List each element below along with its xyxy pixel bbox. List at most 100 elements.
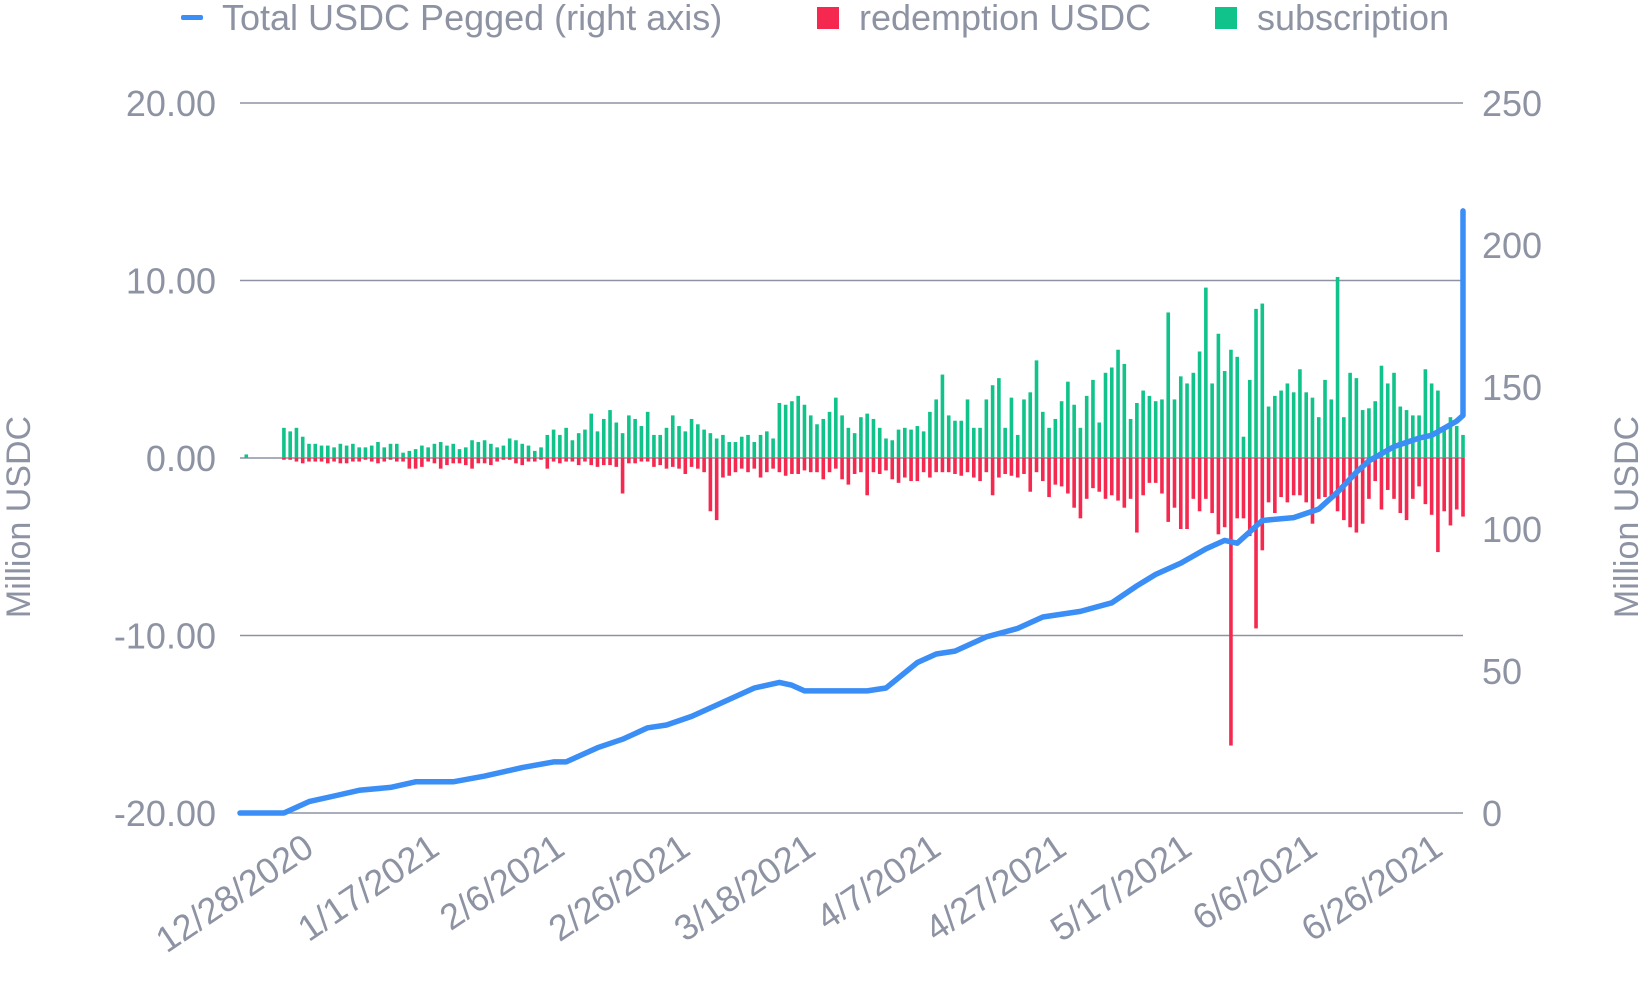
subscription-bar <box>1379 365 1384 458</box>
redemption-bar <box>777 458 782 473</box>
redemption-bar <box>1078 458 1083 519</box>
redemption-bar <box>1072 458 1076 508</box>
subscription-bar <box>570 440 575 458</box>
subscription-bar <box>376 442 380 458</box>
redemption-bar <box>495 458 499 462</box>
redemption-bar <box>627 458 631 464</box>
left-tick-label: 0.00 <box>146 438 216 479</box>
redemption-bar <box>1028 458 1033 492</box>
subscription-bar <box>1279 390 1283 458</box>
redemption-bar <box>1097 458 1102 492</box>
redemption-bar <box>1216 458 1221 535</box>
redemption-bar <box>1266 458 1271 503</box>
subscription-bar <box>940 374 945 458</box>
x-tick-label: 12/28/2020 <box>148 826 320 961</box>
redemption-bar <box>313 458 318 462</box>
subscription-bar <box>457 449 462 458</box>
subscription-bar <box>871 418 876 458</box>
redemption-bar <box>426 458 430 462</box>
subscription-bar <box>1191 372 1196 458</box>
redemption-bar <box>865 458 869 496</box>
subscription-bar <box>915 426 920 458</box>
redemption-bar <box>677 458 681 469</box>
redemption-bar <box>357 458 361 462</box>
subscription-bar <box>1266 406 1271 458</box>
subscription-bar <box>664 427 669 458</box>
right-tick-label: 200 <box>1482 225 1542 266</box>
redemption-bar <box>401 458 405 462</box>
legend-item-redemption[interactable]: redemption USDC <box>817 0 1151 38</box>
subscription-bar <box>332 447 336 458</box>
subscription-bar <box>357 447 361 458</box>
redemption-bar <box>896 458 901 483</box>
redemption-bar <box>614 458 619 467</box>
subscription-bar <box>965 399 970 458</box>
redemption-bar <box>1040 458 1045 482</box>
subscription-bar <box>627 415 631 458</box>
redemption-bar <box>909 458 913 482</box>
subscription-bar <box>746 434 750 458</box>
subscription-bar <box>1423 369 1428 458</box>
subscription-bar <box>1172 399 1177 458</box>
subscription-bar <box>620 433 625 458</box>
redemption-bar <box>928 458 932 478</box>
legend-item-subscription[interactable]: subscription <box>1215 0 1449 38</box>
subscription-bar <box>1454 426 1459 458</box>
subscription-bar <box>470 440 474 458</box>
redemption-bar <box>608 458 612 466</box>
subscription-bar <box>1072 404 1076 458</box>
redemption-bar <box>1411 458 1415 499</box>
subscription-bar <box>432 443 437 458</box>
x-tick-label: 3/18/2021 <box>667 826 823 950</box>
left-tick-label: -20.00 <box>114 793 216 834</box>
subscription-bar <box>326 445 330 458</box>
subscription-bar <box>903 427 907 458</box>
subscription-bar <box>369 445 374 458</box>
subscription-bar <box>244 454 249 458</box>
redemption-bar <box>394 458 399 462</box>
subscription-bar <box>714 438 719 458</box>
subscription-bar <box>1448 417 1453 458</box>
redemption-bar <box>1417 458 1421 487</box>
redemption-bar <box>783 458 788 476</box>
subscription-bar <box>834 397 838 458</box>
redemption-bar <box>1247 458 1252 537</box>
redemption-bar <box>771 458 775 469</box>
subscription-bar <box>501 445 506 458</box>
redemption-bar <box>545 458 550 469</box>
redemption-bar <box>489 458 493 466</box>
redemption-bar <box>884 458 888 471</box>
redemption-bar <box>846 458 851 485</box>
subscription-bar <box>896 429 901 458</box>
subscription-bar <box>1185 383 1189 458</box>
redemption-bar <box>1066 458 1070 494</box>
left-tick-label: 20.00 <box>126 83 216 124</box>
subscription-bar <box>1373 401 1377 458</box>
redemption-bar <box>871 458 876 473</box>
redemption-bar <box>1461 458 1465 517</box>
subscription-bar <box>382 447 387 458</box>
subscription-bar <box>990 385 995 458</box>
redemption-bar <box>1178 458 1183 529</box>
subscription-bar <box>476 442 481 458</box>
subscription-bar <box>495 447 499 458</box>
subscription-bar <box>1178 376 1183 458</box>
redemption-bar <box>840 458 844 480</box>
subscription-bar <box>595 431 600 458</box>
subscription-bar <box>1028 392 1033 458</box>
redemption-bar <box>438 458 443 469</box>
subscription-bar <box>1040 411 1045 458</box>
redemption-bar <box>1204 458 1208 499</box>
subscription-bar <box>1367 408 1371 458</box>
legend-item-total-pegged[interactable]: Total USDC Pegged (right axis) <box>181 0 722 38</box>
subscription-bar <box>928 411 932 458</box>
x-tick-label: 1/17/2021 <box>290 826 446 950</box>
redemption-bar <box>564 458 568 462</box>
subscription-bar <box>463 447 468 458</box>
redemption-bar <box>388 458 393 460</box>
subscription-bar <box>670 415 675 458</box>
right-tick-label: 50 <box>1482 651 1522 692</box>
subscription-bar <box>758 434 763 458</box>
redemption-bar <box>332 458 336 462</box>
legend-label-subscription: subscription <box>1257 0 1449 38</box>
